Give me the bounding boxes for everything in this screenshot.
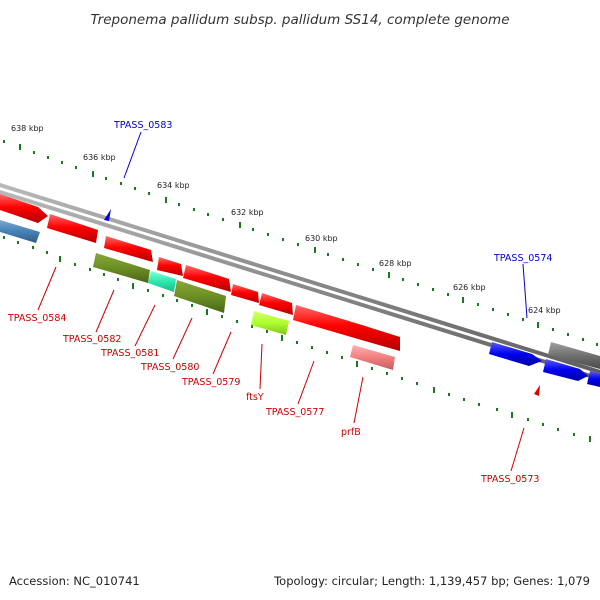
forward-leader-lines	[123, 131, 528, 319]
gene-label-tpass-0584[interactable]: TPASS_0584	[7, 313, 66, 324]
gene-label-tpass-0582[interactable]: TPASS_0582	[62, 334, 121, 345]
gene-arrow-reverse-red-4[interactable]	[157, 257, 183, 276]
scale-label-630: 630 kbp	[305, 234, 338, 243]
gene-arrow-ftsy-alt[interactable]	[251, 311, 289, 335]
scale-label-638: 638 kbp	[11, 124, 44, 133]
gene-label-tpass-0580[interactable]: TPASS_0580	[140, 362, 199, 373]
leader-line-ftsy	[259, 343, 263, 390]
gene-arrow-forward-gray[interactable]	[548, 342, 600, 369]
scale-label-636: 636 kbp	[83, 153, 116, 162]
gene-label-tpass-0573[interactable]: TPASS_0573	[480, 474, 539, 485]
reverse-leader-lines	[37, 266, 525, 472]
scale-label-634: 634 kbp	[157, 181, 190, 190]
forward-gene-track	[489, 342, 600, 387]
leader-line-tpass-0581	[134, 304, 156, 347]
backbone-forward-line	[0, 183, 600, 374]
map-title: Treponema pallidum subsp. pallidum SS14,…	[90, 12, 509, 28]
gene-arrow-reverse-steel[interactable]	[0, 220, 40, 243]
gene-arrow-tpass-0574[interactable]	[489, 342, 542, 366]
reverse-gene-track-2	[0, 220, 395, 370]
gene-label-tpass-0583[interactable]: TPASS_0583	[113, 120, 172, 131]
gene-label-tpass-0577[interactable]: TPASS_0577	[265, 407, 324, 418]
leader-line-tpass-0584	[37, 266, 57, 311]
scale-label-626: 626 kbp	[453, 283, 486, 292]
gene-arrow-reverse-red-2[interactable]	[47, 214, 98, 243]
reverse-strand-marker	[534, 385, 540, 396]
inner-tick-ring	[3, 236, 591, 442]
gene-label-ftsy[interactable]: ftsY	[246, 392, 264, 403]
gene-arrow-forward-blue-3[interactable]	[587, 371, 600, 387]
gene-arrow-tpass-0581[interactable]	[148, 271, 176, 292]
leader-line-prfb	[353, 376, 364, 424]
leader-line-tpass-0580	[172, 317, 193, 360]
leader-line-tpass-0573	[510, 427, 525, 472]
leader-line-tpass-0579	[212, 331, 232, 375]
gene-arrow-reverse-olive-1[interactable]	[93, 253, 150, 283]
leader-line-tpass-0582	[95, 289, 115, 333]
gene-arrow-ftsy[interactable]	[259, 293, 293, 315]
forward-strand-marker	[104, 209, 111, 221]
gene-arrow-tpass-0580[interactable]	[183, 265, 231, 292]
genome-summary-text: Topology: circular; Length: 1,139,457 bp…	[273, 574, 590, 588]
gene-label-prfb[interactable]: prfB	[341, 427, 361, 438]
scale-label-628: 628 kbp	[379, 259, 412, 268]
gene-arrow-tpass-0584[interactable]	[0, 194, 48, 223]
gene-arrow-prfb[interactable]	[350, 345, 395, 370]
reverse-gene-track-1	[0, 194, 400, 351]
gene-arrow-tpass-0579[interactable]	[231, 284, 259, 303]
gene-arrow-tpass-0582[interactable]	[104, 236, 153, 262]
gene-label-tpass-0581[interactable]: TPASS_0581	[100, 348, 159, 359]
outer-tick-ring	[3, 140, 598, 346]
gene-arrow-reverse-olive-2[interactable]	[174, 280, 226, 313]
gene-label-tpass-0574[interactable]: TPASS_0574	[493, 253, 552, 264]
leader-line-tpass-0583	[123, 131, 142, 179]
scale-label-632: 632 kbp	[231, 208, 264, 217]
reverse-gene-labels: TPASS_0584 TPASS_0582 TPASS_0581 TPASS_0…	[7, 313, 539, 485]
scale-label-624: 624 kbp	[528, 306, 561, 315]
gene-arrow-tpass-0577[interactable]	[293, 305, 400, 351]
leader-line-tpass-0574	[522, 263, 528, 319]
leader-line-tpass-0577	[297, 360, 315, 405]
gene-arrow-forward-blue-2[interactable]	[543, 359, 588, 381]
gene-label-tpass-0579[interactable]: TPASS_0579	[181, 377, 240, 388]
forward-gene-labels: TPASS_0583 TPASS_0574	[113, 120, 552, 264]
accession-text: Accession: NC_010741	[9, 574, 140, 588]
